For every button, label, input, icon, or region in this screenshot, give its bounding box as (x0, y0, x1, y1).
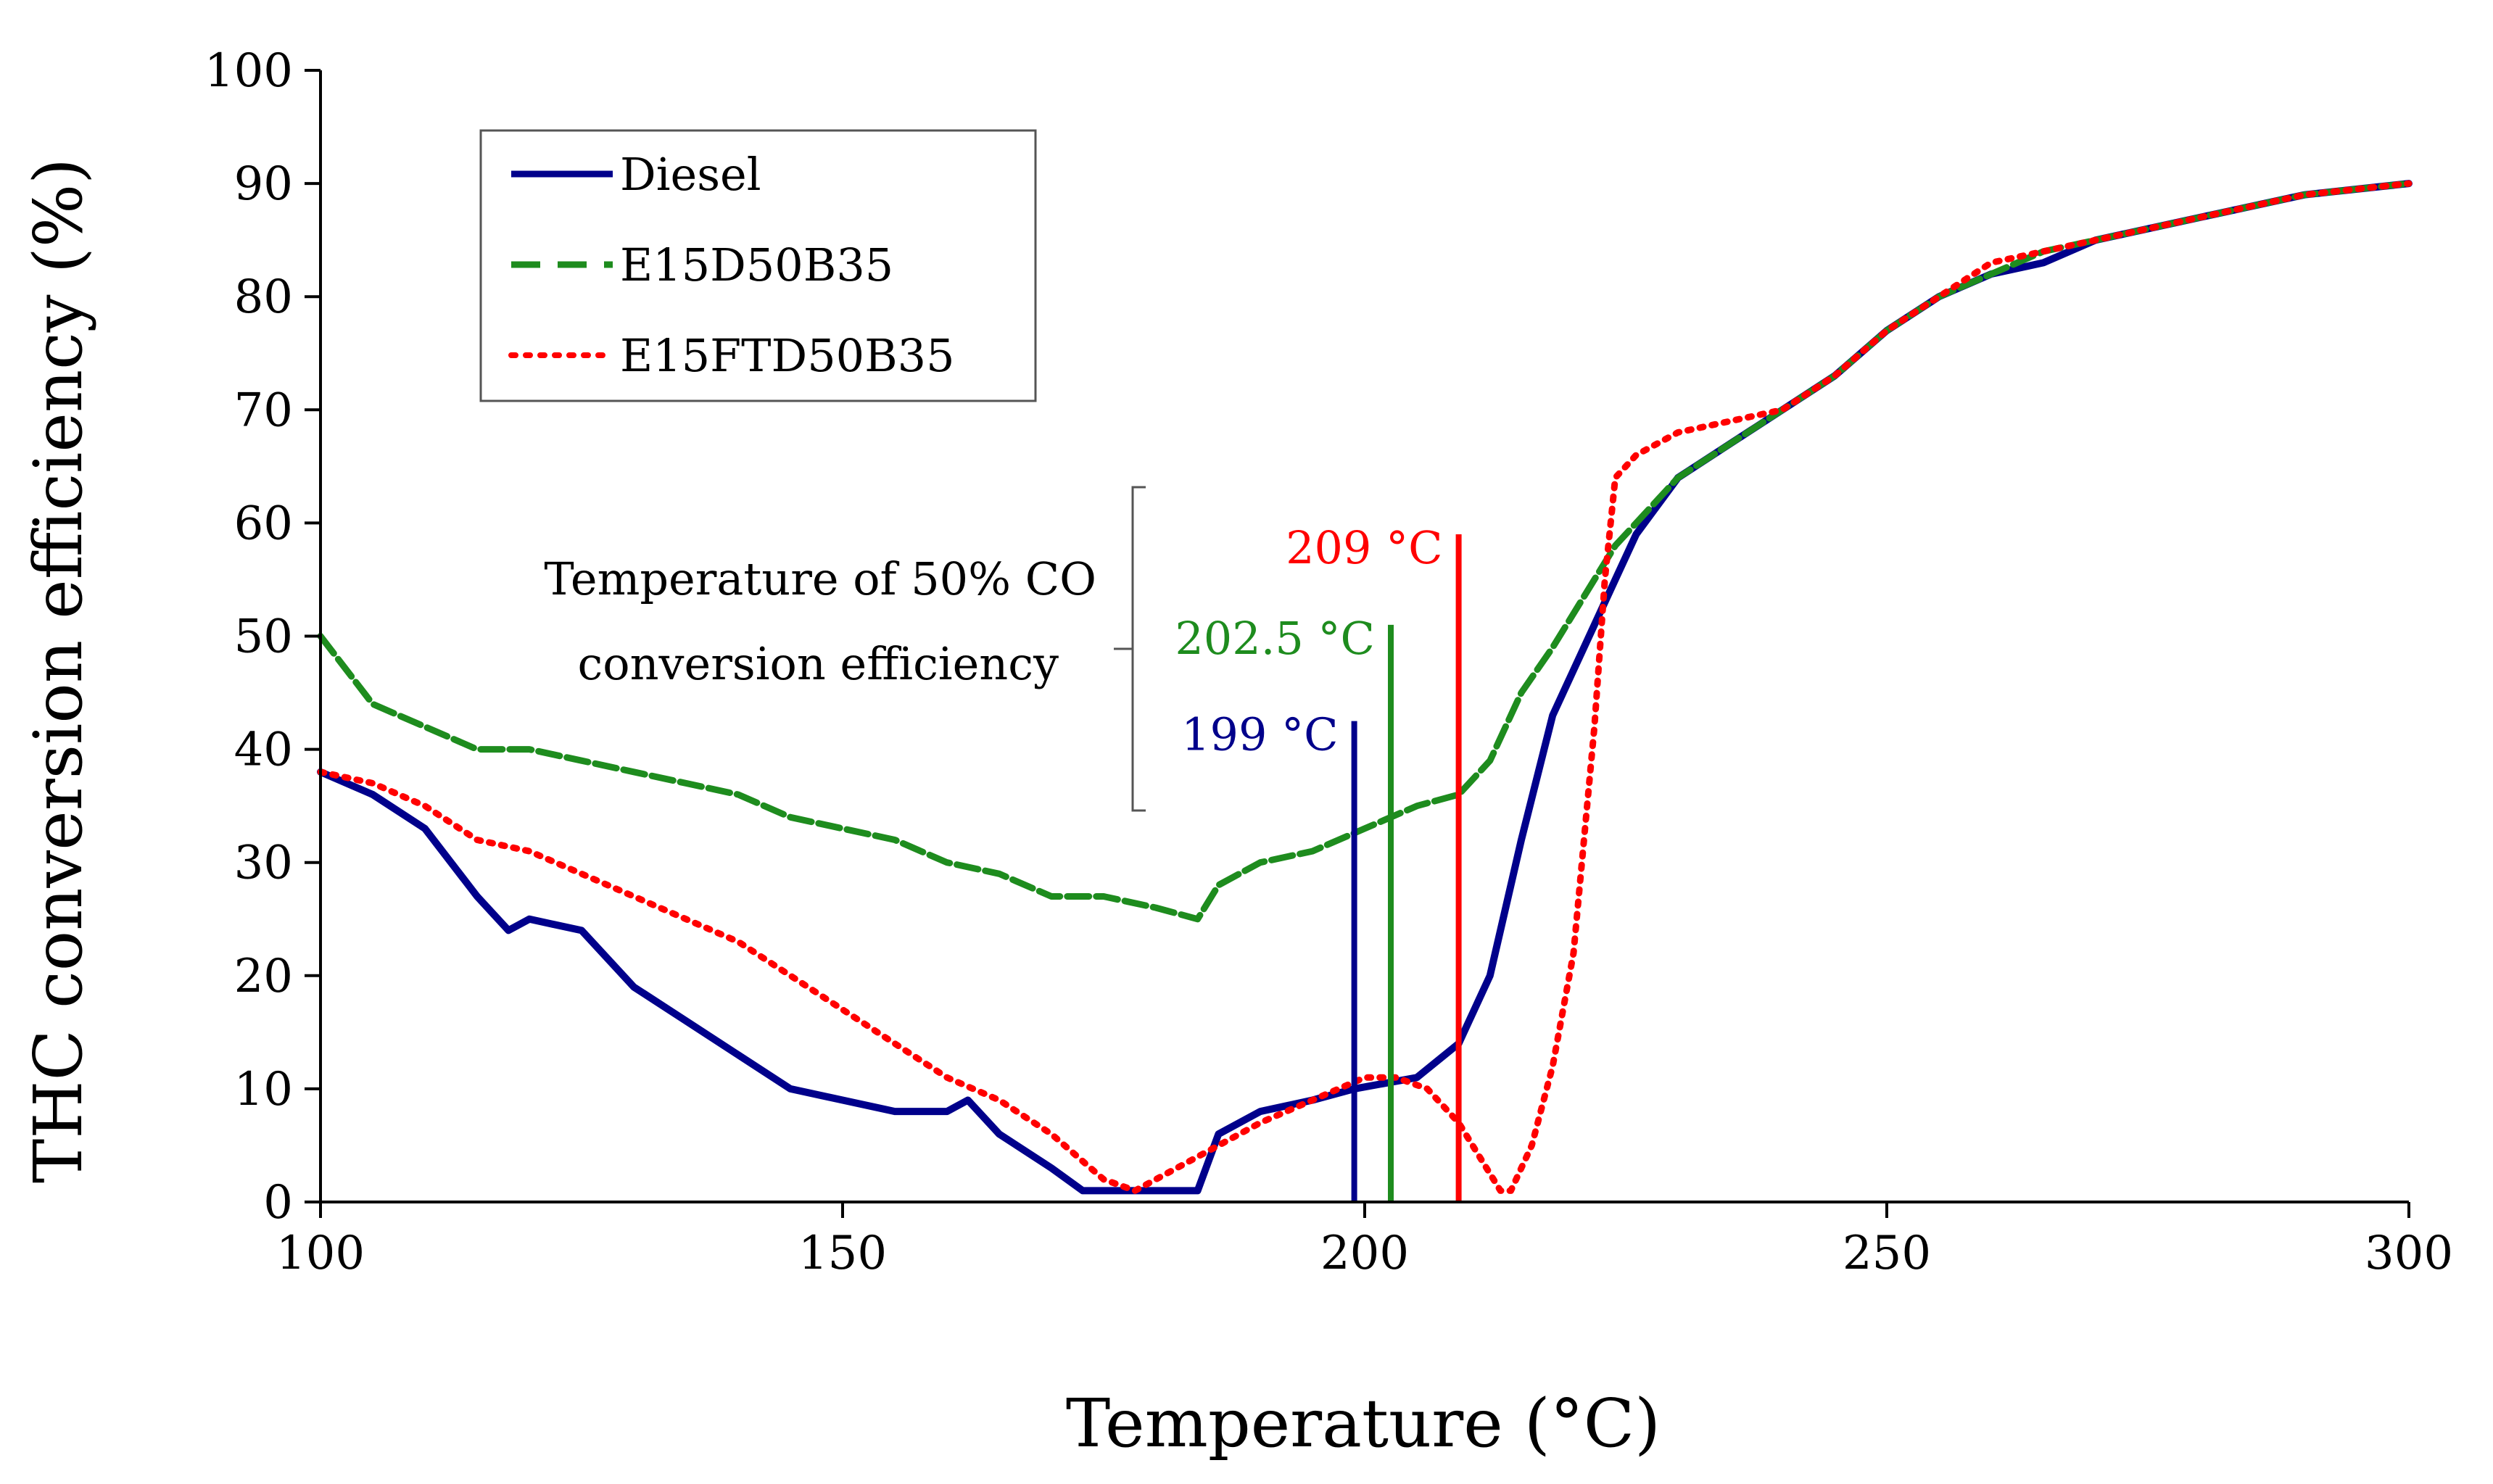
marker-label-1: 202.5 °C (1175, 612, 1375, 665)
y-tick-label: 60 (234, 497, 293, 550)
x-tick-label: 200 (1320, 1227, 1409, 1280)
y-tick-label: 70 (234, 384, 293, 437)
marker-label-0: 199 °C (1181, 708, 1339, 761)
series-layer (317, 180, 2413, 1195)
y-tick-label: 90 (234, 157, 293, 211)
y-tick-label: 100 (204, 44, 293, 98)
x-tick-label: 150 (798, 1227, 887, 1280)
annotation-bracket (1114, 486, 1146, 812)
tick-layer: 0 10 20 30 40 50 60 70 80 90 100 100 150 200 250 300 (204, 44, 2453, 1280)
legend-label-diesel: Diesel (620, 148, 761, 201)
legend: Diesel E15D50B35 E15FTD50B35 (479, 129, 1037, 402)
y-axis-title: THC conversion efficiency (%) (20, 158, 97, 1183)
legend-label-e15d50b35: E15D50B35 (620, 239, 893, 291)
annotation-line-2: conversion efficiency (578, 637, 1059, 690)
y-tick-label: 80 (234, 270, 293, 324)
y-tick-label: 0 (263, 1176, 293, 1230)
annotation-line-1: Temperature of 50% CO (544, 552, 1096, 605)
x-tick-label: 250 (1843, 1227, 1931, 1280)
marker-layer: 199 °C 202.5 °C 209 °C (1175, 521, 1462, 1202)
y-tick-label: 20 (234, 950, 293, 1003)
y-tick-label: 50 (234, 610, 293, 664)
x-tick-label: 100 (276, 1227, 365, 1280)
x-axis-title: Temperature (°C) (1066, 1385, 1661, 1462)
y-tick-label: 10 (234, 1063, 293, 1116)
y-tick-label: 30 (234, 837, 293, 890)
series-line-diesel (317, 180, 2413, 1195)
marker-label-2: 209 °C (1286, 521, 1443, 574)
legend-label-e15ftd50b35: E15FTD50B35 (620, 329, 955, 382)
y-tick-label: 40 (234, 724, 293, 777)
series-line-e15ftd50b35 (317, 180, 2413, 1194)
x-tick-label: 300 (2365, 1227, 2453, 1280)
